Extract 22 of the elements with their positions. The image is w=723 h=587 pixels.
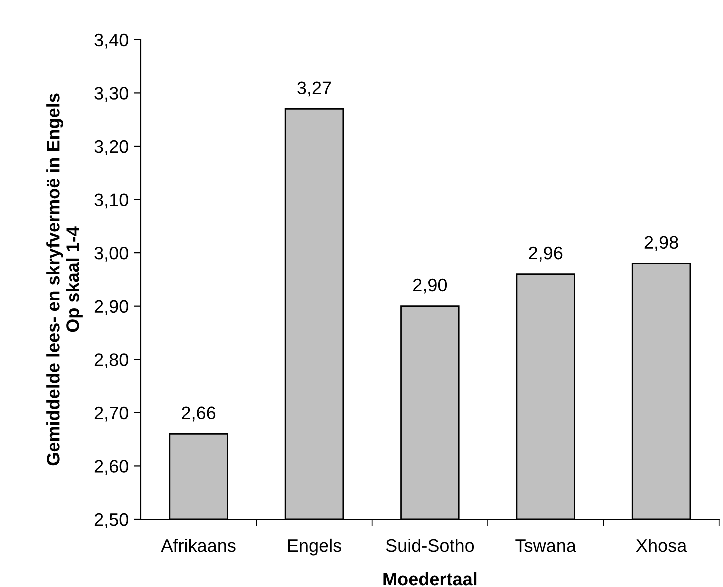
y-tick-label: 2,90 bbox=[94, 300, 128, 316]
data-label: 3,27 bbox=[298, 82, 332, 97]
y-tick-label: 2,80 bbox=[94, 354, 128, 368]
data-label: 2,98 bbox=[644, 236, 678, 252]
x-tick-label: Afrikaans bbox=[161, 538, 236, 552]
y-tick-label: 3,30 bbox=[94, 87, 128, 102]
x-tick-label: Suid-Sotho bbox=[386, 538, 474, 552]
y-tick-label: 3,10 bbox=[94, 194, 128, 209]
y-tick-label: 3,00 bbox=[94, 246, 128, 262]
y-tick-label: 2,60 bbox=[94, 460, 128, 476]
y-tick-label: 3,20 bbox=[94, 140, 128, 156]
y-tick-label: 2,50 bbox=[94, 513, 128, 528]
x-axis-title: Moedertaal bbox=[384, 572, 477, 586]
y-tick-label: 3,40 bbox=[94, 34, 128, 49]
data-label: 2,90 bbox=[414, 278, 448, 294]
data-label: 2,96 bbox=[529, 246, 563, 262]
y-tick-label: 2,70 bbox=[94, 406, 128, 422]
y-axis-title: Gemiddelde lees- en skryfvermoë in Engels Op skaal 1-4 bbox=[46, 94, 83, 466]
x-tick-label: Engels bbox=[288, 538, 342, 556]
x-tick-label: Tswana bbox=[516, 540, 576, 552]
x-tick-label: Xhosa bbox=[636, 538, 688, 552]
data-label: 2,66 bbox=[182, 406, 216, 422]
